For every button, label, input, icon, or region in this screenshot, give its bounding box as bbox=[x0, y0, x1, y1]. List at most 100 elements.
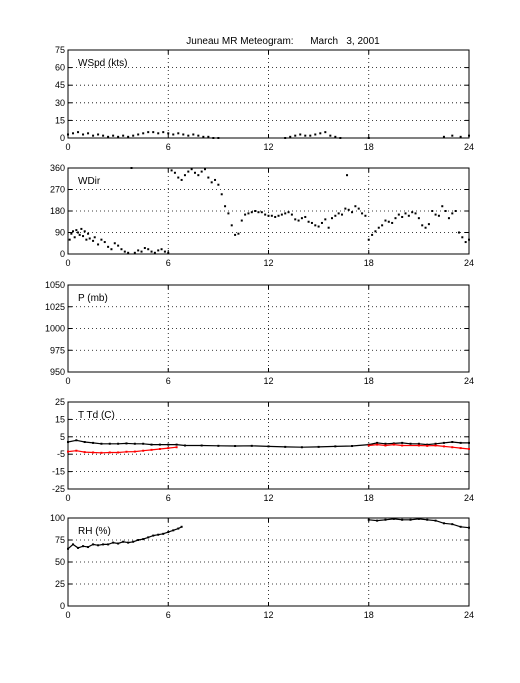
series-line bbox=[67, 439, 469, 448]
data-point bbox=[267, 214, 270, 217]
data-point bbox=[468, 238, 470, 241]
data-point bbox=[202, 135, 205, 138]
y-tick-label: 0 bbox=[60, 249, 65, 259]
data-point bbox=[88, 237, 91, 240]
series-0 bbox=[67, 439, 470, 449]
data-point bbox=[431, 210, 434, 212]
x-tick-label: 6 bbox=[166, 376, 171, 386]
data-point bbox=[324, 131, 327, 134]
data-point bbox=[207, 135, 210, 138]
data-point bbox=[314, 133, 317, 136]
data-point bbox=[451, 212, 454, 215]
data-point bbox=[441, 205, 444, 208]
data-point bbox=[180, 525, 183, 528]
data-point bbox=[163, 250, 166, 253]
data-point bbox=[197, 174, 200, 177]
data-point bbox=[167, 251, 170, 254]
data-point bbox=[152, 131, 155, 134]
data-point bbox=[391, 221, 394, 224]
data-point bbox=[177, 132, 180, 135]
data-point bbox=[137, 249, 140, 252]
data-point bbox=[394, 217, 397, 220]
panel-1: 0 6 12 18 24 0 90 180 270 360 WDir bbox=[50, 163, 474, 268]
data-point bbox=[197, 134, 200, 137]
y-tick-label: -25 bbox=[52, 484, 65, 494]
data-point bbox=[180, 178, 183, 181]
data-point bbox=[367, 444, 370, 447]
y-tick-label: 1000 bbox=[45, 324, 65, 334]
data-point bbox=[92, 134, 95, 137]
y-tick-label: 50 bbox=[55, 557, 65, 567]
data-point bbox=[468, 134, 470, 137]
data-point bbox=[247, 212, 250, 215]
data-point bbox=[374, 230, 377, 233]
data-point bbox=[442, 135, 445, 138]
data-point bbox=[127, 135, 130, 138]
data-point bbox=[361, 212, 364, 215]
data-point bbox=[122, 134, 125, 137]
y-tick-label: 25 bbox=[55, 579, 65, 589]
data-point bbox=[207, 176, 210, 179]
data-point bbox=[220, 193, 223, 196]
data-point bbox=[87, 132, 90, 135]
x-tick-label: 0 bbox=[65, 376, 70, 386]
data-point bbox=[107, 135, 110, 138]
panel-0: 0 6 12 18 24 0 15 30 45 60 75 WSpd (kts) bbox=[55, 45, 474, 152]
data-point bbox=[317, 225, 320, 228]
panel-label: T Td (C) bbox=[78, 410, 115, 421]
data-point bbox=[461, 236, 464, 239]
data-point bbox=[270, 214, 273, 217]
data-point bbox=[260, 211, 263, 214]
data-point bbox=[117, 244, 120, 247]
y-tick-label: 15 bbox=[55, 414, 65, 424]
data-point bbox=[100, 238, 103, 241]
data-point bbox=[367, 518, 370, 521]
data-point bbox=[284, 212, 287, 215]
data-point bbox=[147, 131, 150, 134]
data-point bbox=[304, 134, 307, 137]
x-tick-label: 6 bbox=[166, 610, 171, 620]
data-point bbox=[142, 132, 145, 135]
data-point bbox=[143, 247, 146, 250]
data-point bbox=[160, 248, 163, 251]
data-point bbox=[150, 250, 153, 253]
data-point bbox=[68, 238, 71, 241]
data-point bbox=[280, 213, 283, 216]
data-point bbox=[70, 232, 73, 235]
data-point bbox=[92, 239, 95, 242]
data-point bbox=[77, 131, 80, 134]
data-point bbox=[187, 134, 190, 137]
x-tick-label: 18 bbox=[364, 610, 374, 620]
data-point bbox=[334, 214, 337, 217]
data-point bbox=[183, 174, 186, 177]
y-tick-label: 90 bbox=[55, 228, 65, 238]
data-point bbox=[133, 251, 136, 254]
data-point bbox=[401, 215, 404, 218]
data-point bbox=[354, 205, 357, 208]
data-point bbox=[72, 230, 75, 233]
x-tick-label: 6 bbox=[166, 258, 171, 268]
y-tick-label: 75 bbox=[55, 45, 65, 55]
data-point bbox=[421, 224, 424, 227]
data-point bbox=[67, 133, 69, 136]
panel-4: 0 6 12 18 24 0 25 50 75 100 RH (%) bbox=[50, 513, 474, 620]
data-point bbox=[112, 134, 115, 137]
data-point bbox=[75, 229, 78, 232]
data-point bbox=[327, 226, 330, 229]
y-tick-label: 45 bbox=[55, 80, 65, 90]
data-point bbox=[103, 241, 106, 244]
data-point bbox=[347, 208, 350, 211]
x-tick-label: 12 bbox=[263, 493, 273, 503]
panel-label: WDir bbox=[78, 176, 101, 187]
data-point bbox=[82, 235, 85, 238]
data-point bbox=[250, 211, 253, 214]
data-point bbox=[170, 169, 173, 172]
data-point bbox=[357, 207, 360, 210]
figure-title: Juneau MR Meteogram: March 3, 2001 bbox=[186, 36, 380, 47]
data-point bbox=[277, 214, 280, 217]
data-point bbox=[274, 215, 277, 218]
x-tick-label: 18 bbox=[364, 376, 374, 386]
data-point bbox=[83, 230, 86, 233]
x-tick-label: 24 bbox=[464, 376, 474, 386]
